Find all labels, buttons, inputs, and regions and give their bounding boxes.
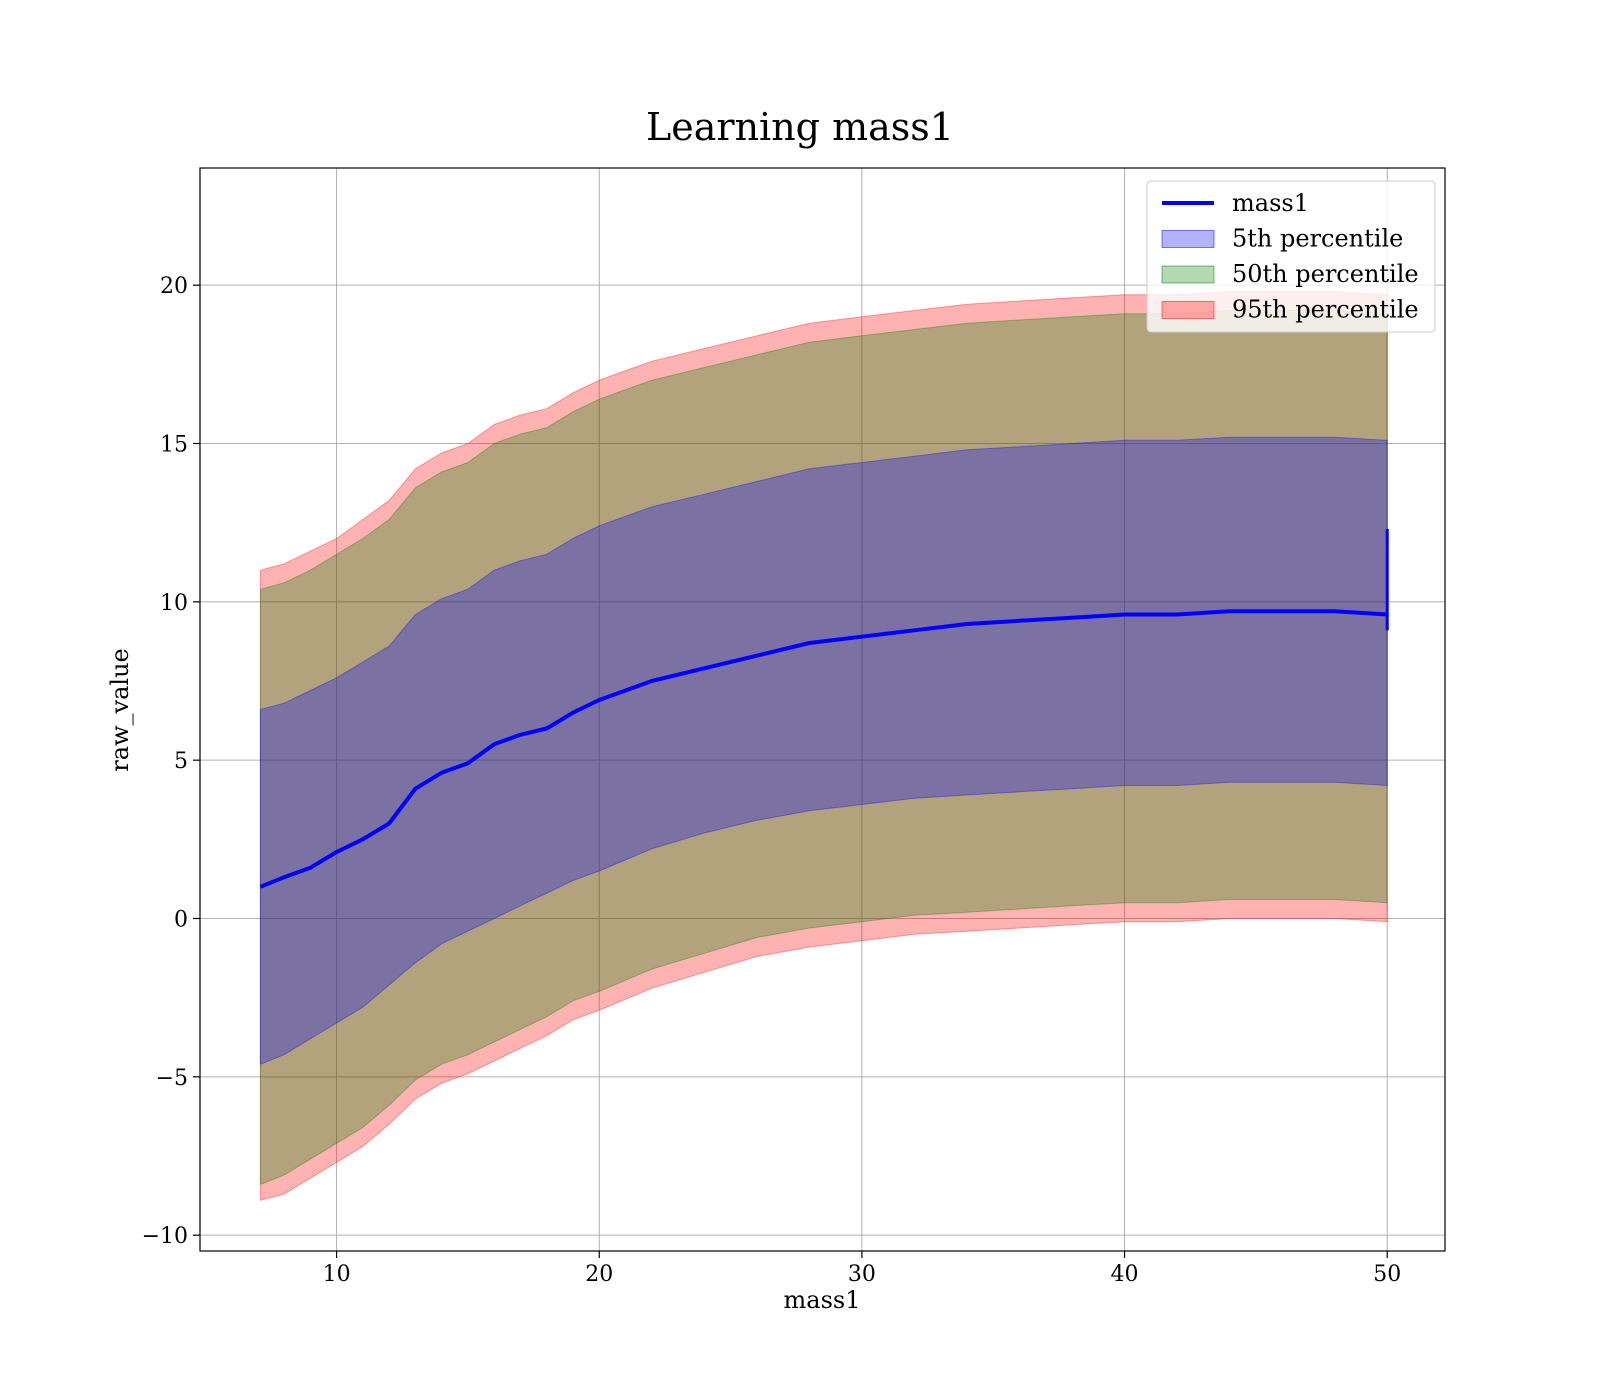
y-tick-label: 10 [160,591,188,616]
x-axis-label: mass1 [784,1286,861,1314]
y-tick-label: 0 [174,908,188,933]
y-tick-label: 5 [174,749,188,774]
legend-label: 5th percentile [1232,225,1403,253]
legend-box [1146,180,1436,333]
legend-label: mass1 [1232,189,1309,217]
y-axis-label: raw_value [106,648,134,772]
band-95th-percentile [259,291,1388,1201]
percentile-bands [259,291,1388,1201]
ticks: 10 20 30 40 50 −10 −5 0 5 10 15 20 [142,274,1402,1287]
grid [200,168,1445,1251]
chart-title: Learning mass1 [646,105,954,149]
plot-frame [199,167,1446,1252]
x-tick-label: 30 [848,1262,876,1287]
y-tick-label: 15 [160,433,188,458]
x-tick-label: 20 [585,1262,613,1287]
line-layer [259,529,1389,889]
x-tick-label: 10 [323,1262,351,1287]
y-tick-label: −5 [156,1066,188,1091]
y-tick-label: −10 [142,1224,188,1249]
legend-label: 95th percentile [1232,296,1419,324]
legend-swatch-patch [1161,301,1215,319]
band-5th-percentile [259,436,1388,1065]
legend-swatch-patch [1161,230,1215,248]
x-tick-label: 50 [1373,1262,1401,1287]
legend-swatch-patch [1161,265,1215,284]
band-50th-percentile [259,310,1388,1186]
legend-label: 50th percentile [1232,260,1419,288]
y-tick-label: 20 [160,274,188,299]
x-tick-label: 40 [1111,1262,1139,1287]
legend: mass1 5th percentile 50th percentile 95th p… [1146,180,1436,333]
series-line-mass1 [259,609,1388,889]
